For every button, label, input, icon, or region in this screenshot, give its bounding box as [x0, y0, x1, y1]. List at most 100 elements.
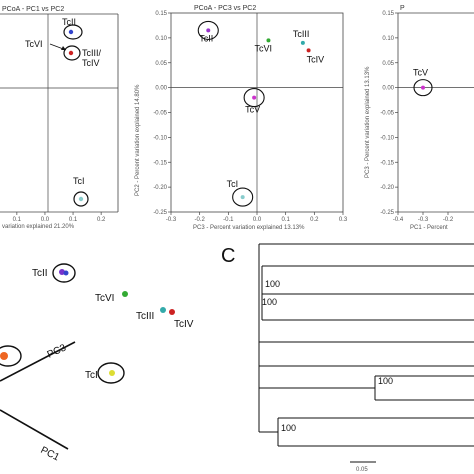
panel1-label-tcvi: TcVI: [25, 39, 43, 49]
panel2-x-tick-label: -0.3: [166, 217, 177, 223]
panel2-point-label: TcIV: [307, 54, 325, 64]
panel3-title: P: [400, 5, 405, 12]
panel1-point-tcvi: [68, 29, 74, 35]
p3d-point-tcvi: [122, 291, 128, 297]
panel3-y-tick-label: 0.10: [382, 36, 394, 42]
p3d-axis-pc3: [0, 341, 76, 382]
panel3-point-label: TcV: [413, 68, 428, 78]
p3d-axis-pc1: [0, 409, 69, 450]
p3d-ellipse-left: [0, 345, 22, 367]
panel2-y-tick-label: -0.20: [153, 185, 167, 191]
panel2-y-tick-label: -0.15: [153, 160, 167, 166]
panel2-x-tick-label: 0.1: [281, 217, 290, 223]
panel2-axes: -0.3 -0.2 -0.1 0.0 0.1 0.2 0.3 0.15 0.10 0.05 0.00…: [153, 11, 348, 223]
tree-bootstrap-4: 100: [281, 423, 296, 433]
panel3-points: TcV: [413, 68, 433, 97]
panel3-x-tick-label: -0.4: [393, 217, 404, 223]
p3d-ellipse-tcii: [52, 263, 76, 283]
panel3-y-tick-label: 0.05: [382, 61, 394, 67]
p3d-point-tciv: [169, 309, 175, 315]
panel1-ellipse-tcvi: [63, 24, 83, 40]
panel3-y-tick-label: -0.10: [380, 135, 394, 141]
panel2-x-tick-label: 0.3: [339, 217, 348, 223]
panel-tree: [258, 243, 474, 463]
panel2-y-tick-label: 0.05: [155, 61, 167, 67]
panel2-x-tick-label: 0.2: [310, 217, 319, 223]
panel2-x-tick-label: 0.0: [253, 217, 262, 223]
panel2-y-tick-label: 0.00: [155, 86, 167, 92]
panel1-label-tci: TcI: [73, 176, 85, 186]
p3d-label-tcvi: TcVI: [95, 293, 114, 304]
panel2-point-label: TcI: [227, 179, 239, 189]
panel2-title: PCoA - PC3 vs PC2: [194, 5, 256, 12]
panel3-y-tick-label: -0.15: [380, 160, 394, 166]
tree-bootstrap-1: 100: [265, 279, 280, 289]
panel1-label-tcii: TcII: [62, 17, 76, 27]
p3d-point-left: [0, 352, 8, 360]
panel2-point: [266, 38, 271, 43]
p3d-label-tciii: TcIII: [136, 311, 154, 322]
panel3-ellipse: [413, 79, 433, 97]
panel1-point-tciii: [68, 50, 74, 56]
panel3-point: [421, 85, 425, 90]
panel3-x-tick-label: -0.3: [418, 217, 429, 223]
panel2-y-tick-label: -0.05: [153, 111, 167, 117]
panel1-label-tciv: TcIV: [82, 58, 100, 68]
panel2-x-tick-label: -0.1: [223, 217, 234, 223]
tree-scale-label: 0.05: [356, 467, 368, 473]
p3d-point-tcii-b: [63, 270, 69, 276]
panel3-y-tick-label: 0.15: [382, 11, 394, 17]
tree-bootstrap-3: 100: [378, 376, 393, 386]
panel2-y-tick-label: 0.15: [155, 11, 167, 17]
panel3-ylabel: PC3 - Percent variation explained 13.13%: [365, 66, 371, 178]
panel2-ellipse: [197, 20, 219, 40]
panel1-x-tick-label: 0.1: [13, 217, 22, 223]
panel3-x-tick-label: -0.2: [443, 217, 454, 223]
tree-bootstrap-2: 100: [262, 297, 277, 307]
panel2-point: [300, 40, 305, 45]
panel2-y-tick-label: -0.10: [153, 135, 167, 141]
panel2-ellipse: [243, 88, 265, 108]
panel-pc1-pc2: PCoA - PC1 vs PC2 0.1 0.0 0.1 0.2 variation…: [0, 6, 119, 230]
p3d-point-tci: [109, 370, 115, 376]
panel-label-c: C: [221, 245, 235, 267]
panel2-x-tick-label: -0.2: [194, 217, 205, 223]
panel3-y-tick-label: -0.05: [380, 111, 394, 117]
panel3-axes: -0.4 -0.3 -0.2 0.15 0.10 0.05 0.00 -0.05 -0.10 -0…: [380, 11, 474, 223]
panel2-point-label: TcIII: [293, 29, 310, 39]
panel2-point: [240, 195, 245, 200]
panel3-y-tick-label: 0.00: [382, 86, 394, 92]
panel1-x-tick-label: 0.0: [41, 217, 50, 223]
panel2-point: [206, 28, 211, 33]
panel3-xlabel: PC1 - Percent: [410, 225, 448, 231]
panel1-title: PCoA - PC1 vs PC2: [2, 6, 64, 13]
p3d-axis-label-pc1: PC1: [39, 445, 62, 464]
panel2-y-tick-label: -0.25: [153, 210, 167, 216]
panel3-y-tick-label: -0.25: [380, 210, 394, 216]
panel1-xlabel: variation explained 21.20%: [2, 224, 75, 230]
panel-3d: TcII TcVI TcIII TcIV TcI PC3 PC1: [0, 263, 194, 464]
p3d-point-tcii: [59, 269, 65, 275]
panel2-point: [306, 48, 311, 53]
panel-pc1-pc3: P -0.4 -0.3 -0.2 0.15 0.10 0.05 0.00 -0.05 -0.10…: [365, 5, 474, 231]
panel2-ylabel: PC2 - Percent variation explained 14.80%: [135, 84, 141, 196]
p3d-ellipse-tci: [97, 362, 125, 384]
panel2-point-label: TcV: [245, 105, 260, 115]
p3d-label-tciv: TcIV: [174, 319, 194, 330]
panel1-point-tci: [78, 196, 84, 202]
panel2-ellipse: [232, 187, 254, 207]
panel1-ellipse-tciii: [63, 45, 81, 61]
p3d-label-tcii: TcII: [32, 268, 48, 279]
panel1-x-tick-label: 0.2: [97, 217, 106, 223]
panel-pc3-pc2: PCoA - PC3 vs PC2 -0.3 -0.2 -0.1 0.0 0.1 0.2 0…: [135, 5, 348, 231]
panel2-points: TcII TcVI TcIII TcIV TcV TcI: [197, 20, 325, 207]
panel1-x-tick-label: 0.1: [69, 217, 78, 223]
panel1-arrow-head: [61, 46, 66, 50]
panel3-y-tick-label: -0.20: [380, 185, 394, 191]
panel1-x-ticks: 0.1 0.0 0.1 0.2: [13, 212, 106, 223]
panel2-y-tick-label: 0.10: [155, 36, 167, 42]
p3d-point-tciii: [160, 307, 166, 313]
panel1-label-tciii: TcIII/: [82, 48, 102, 58]
panel2-point: [252, 95, 257, 100]
